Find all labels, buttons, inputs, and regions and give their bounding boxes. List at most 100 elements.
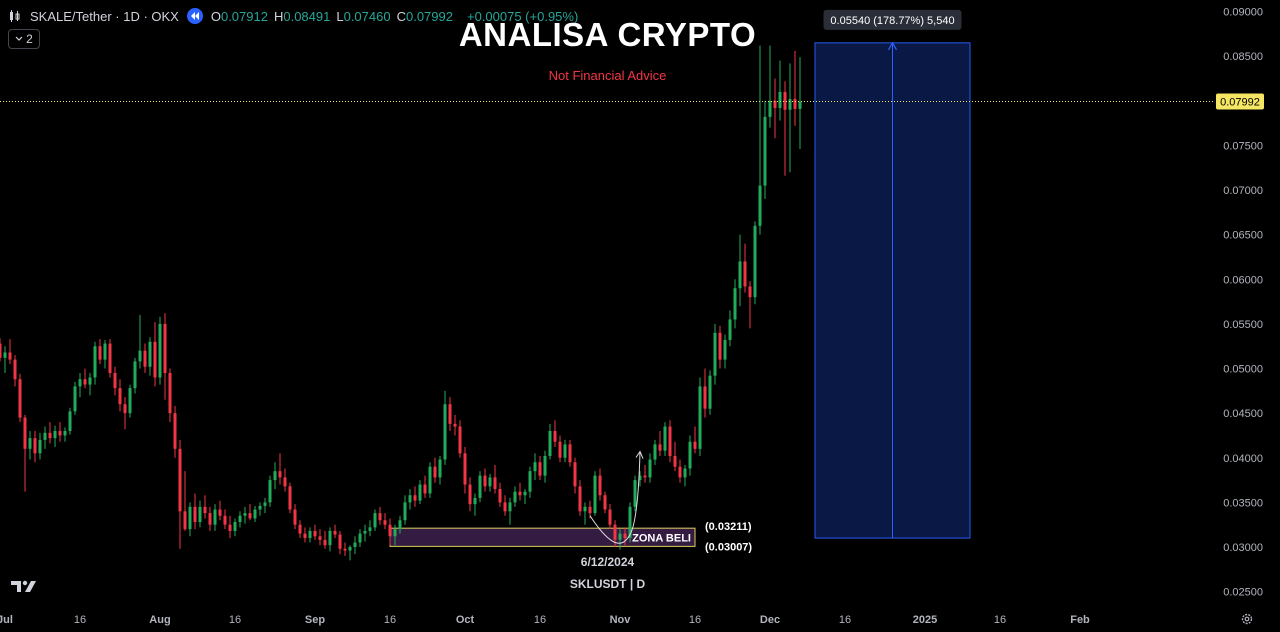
candle-body xyxy=(623,533,627,539)
candle xyxy=(453,414,457,436)
y-tick-label: 0.02500 xyxy=(1223,587,1263,599)
candle xyxy=(503,495,507,516)
candle xyxy=(513,486,517,507)
overlay-subtitle: Not Financial Advice xyxy=(548,68,667,83)
candle xyxy=(653,439,657,465)
candle-body xyxy=(453,423,457,427)
candle xyxy=(163,313,167,400)
candle xyxy=(443,390,447,465)
candle xyxy=(138,314,142,369)
candle-body xyxy=(493,477,497,489)
candle xyxy=(573,457,577,494)
x-tick-label: Dec xyxy=(760,614,780,626)
candle xyxy=(588,500,592,519)
symbol-title[interactable]: SKALE/Tether · 1D · OKX xyxy=(30,8,179,24)
settings-gear-icon[interactable] xyxy=(1240,612,1254,626)
candle xyxy=(678,459,682,483)
candle xyxy=(723,334,727,369)
candle xyxy=(183,471,187,531)
tradingview-logo-icon[interactable] xyxy=(11,579,41,593)
candle-body xyxy=(728,319,732,340)
candle xyxy=(493,464,497,494)
candle xyxy=(433,457,437,483)
candle-body xyxy=(48,432,52,439)
candle xyxy=(133,357,137,394)
candle xyxy=(393,524,397,546)
candle-body xyxy=(733,288,737,320)
candle-body xyxy=(683,468,687,478)
candle-body xyxy=(293,509,297,525)
candle xyxy=(623,527,627,546)
ohlc-values: O0.07912 H0.08491 L0.07460 C0.07992 xyxy=(211,9,459,24)
y-tick-label: 0.04000 xyxy=(1223,453,1263,465)
candle-body xyxy=(558,441,562,458)
candle xyxy=(483,468,487,492)
candle-body xyxy=(283,477,287,487)
candle-body xyxy=(713,332,717,376)
candle xyxy=(533,453,537,481)
candle-body xyxy=(323,539,327,546)
candle xyxy=(578,480,582,516)
candle xyxy=(68,407,72,435)
candle xyxy=(788,63,792,173)
candle-body xyxy=(483,475,487,487)
candle xyxy=(663,422,667,456)
candles-icon[interactable] xyxy=(8,9,22,23)
close-key: C xyxy=(396,8,406,24)
candle-body xyxy=(128,388,132,414)
candle xyxy=(173,406,177,458)
y-tick-label: 0.03500 xyxy=(1223,497,1263,509)
candle-body xyxy=(3,352,7,358)
replay-icon[interactable] xyxy=(186,8,203,24)
candle-body xyxy=(138,350,142,362)
candle xyxy=(373,509,377,531)
candle-body xyxy=(83,379,87,385)
candle xyxy=(563,439,567,463)
candle-body xyxy=(533,462,537,472)
y-tick-label: 0.08500 xyxy=(1223,51,1263,63)
candle xyxy=(508,497,512,525)
candle-body xyxy=(758,185,762,226)
candle-body xyxy=(348,546,352,551)
candle xyxy=(488,473,492,492)
candle-body xyxy=(568,444,572,463)
buy-zone-bottom-label: (0.03007) xyxy=(705,541,752,553)
y-tick-label: 0.09000 xyxy=(1223,7,1263,19)
candle-body xyxy=(363,530,367,534)
caption-symbol: SKLUSDT | D xyxy=(569,577,646,591)
candle xyxy=(378,506,382,525)
candle xyxy=(408,488,412,510)
candle xyxy=(193,493,197,530)
candle xyxy=(338,530,342,555)
candle xyxy=(733,279,737,329)
x-tick-label: 16 xyxy=(994,614,1006,626)
candle-body xyxy=(288,486,292,510)
candle xyxy=(123,397,127,430)
candle-body xyxy=(198,506,202,523)
candle-body xyxy=(423,484,427,494)
candle xyxy=(548,423,552,460)
y-tick-label: 0.03000 xyxy=(1223,542,1263,554)
candle xyxy=(158,316,162,385)
candle xyxy=(318,529,322,546)
indicator-toggle-button[interactable]: 2 xyxy=(8,29,40,49)
candle xyxy=(458,420,462,458)
candle-body xyxy=(773,100,777,108)
candle xyxy=(703,368,707,418)
candle-body xyxy=(633,480,637,507)
candle-body xyxy=(78,379,82,387)
candle-body xyxy=(498,488,502,503)
candle xyxy=(738,234,742,307)
low-value: 0.07460 xyxy=(343,8,391,24)
candle-body xyxy=(718,332,722,360)
candle xyxy=(278,453,282,485)
candle-body xyxy=(518,491,522,496)
measure-tooltip-label: 0.05540 (178.77%) 5,540 xyxy=(830,15,954,27)
candle xyxy=(198,500,202,528)
candle xyxy=(33,430,37,463)
candle xyxy=(148,337,152,376)
candle-body xyxy=(68,411,72,431)
candle xyxy=(58,422,62,442)
candle xyxy=(18,373,22,423)
